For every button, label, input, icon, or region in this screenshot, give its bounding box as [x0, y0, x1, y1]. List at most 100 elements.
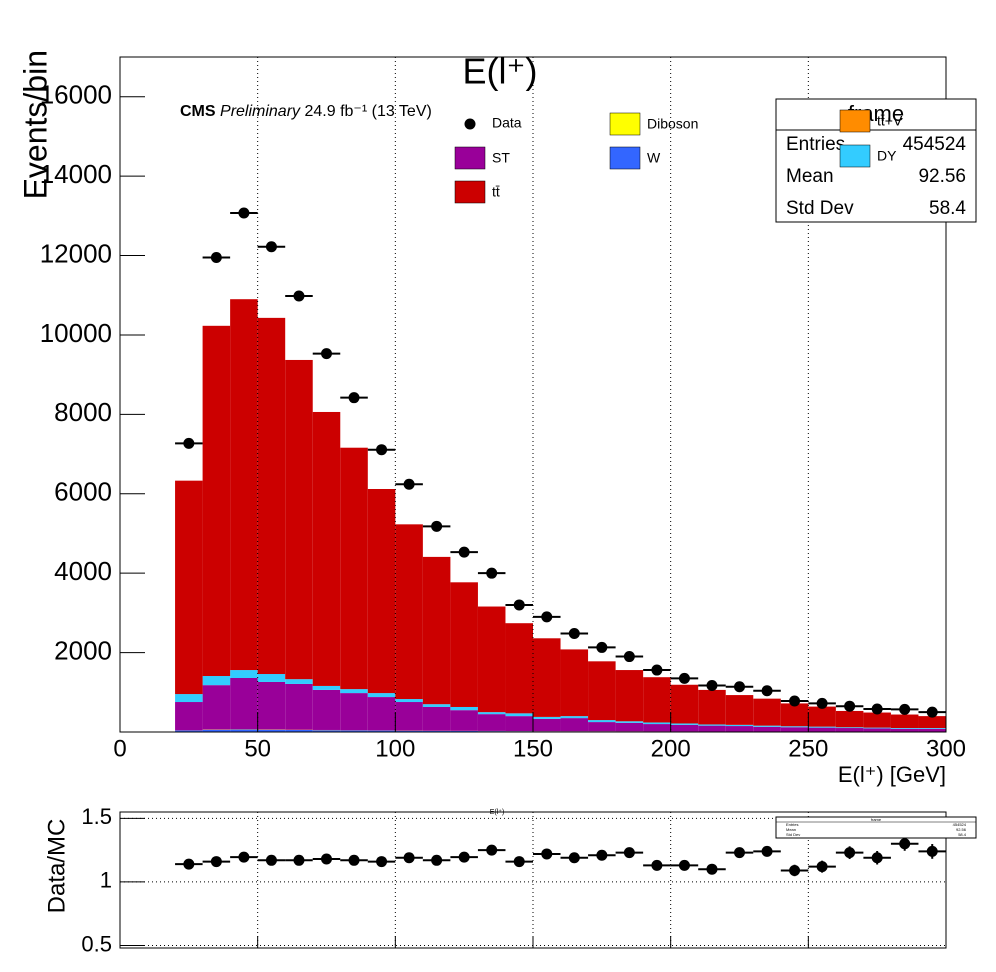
y-tick-label: 14000	[40, 159, 112, 189]
stack-bar	[175, 730, 203, 732]
stack-bar	[477, 712, 506, 715]
stats-label: Mean	[786, 166, 834, 187]
stack-bar	[505, 731, 533, 732]
stack-bar	[202, 325, 231, 677]
data-point	[568, 852, 580, 864]
stats-box: frame Entries 454524 Mean 92.56 Std Dev …	[775, 98, 977, 223]
data-point	[844, 700, 856, 712]
data-point	[293, 290, 305, 302]
stack-bar	[890, 728, 919, 729]
data-point	[899, 703, 911, 715]
ratio-stats-box: frame Entries 454524 Mean 92.56 Std Dev …	[775, 816, 977, 839]
data-point	[210, 252, 222, 264]
stats-value: 454524	[953, 822, 967, 827]
x-axis-label: E(l⁺) [GeV]	[838, 762, 946, 787]
stack-bar	[230, 299, 258, 671]
stats-label: Entries	[786, 134, 845, 155]
legend-marker	[464, 118, 476, 130]
stack-bar	[918, 716, 946, 729]
data-point	[844, 847, 856, 859]
stack-bar	[477, 714, 506, 731]
stack-bar	[340, 689, 368, 694]
y-tick-label: 0.5	[81, 931, 112, 956]
stack-bar	[285, 683, 313, 730]
stack-bar	[560, 718, 589, 732]
stack-bar	[395, 524, 423, 700]
legend-label: tt̄+V	[877, 113, 903, 129]
stats-frame	[775, 98, 977, 223]
y-tick-label: 16000	[40, 80, 112, 110]
stack-bar	[918, 728, 946, 729]
data-point	[431, 854, 443, 866]
y-tick-label: 2000	[54, 635, 112, 665]
data-point	[321, 853, 332, 865]
data-point	[706, 680, 718, 692]
stack-bar	[780, 727, 809, 732]
stack-bar	[643, 724, 671, 732]
stack-bar	[340, 693, 368, 731]
stack-bar	[422, 706, 451, 731]
stack-bar	[367, 693, 396, 698]
stack-bar	[780, 703, 809, 727]
stack-bar	[175, 694, 203, 703]
main-frame	[119, 56, 947, 733]
data-point	[734, 847, 745, 859]
x-tick-label: 250	[788, 735, 828, 762]
stack-bar	[230, 729, 258, 732]
y-tick-label: 1	[100, 868, 112, 893]
ratio-title: E(l⁺)	[490, 809, 505, 816]
stats-label: Entries	[786, 822, 798, 827]
stats-value: 58.4	[929, 198, 966, 219]
stack-bar	[670, 684, 699, 724]
stats-value: 92.56	[956, 827, 967, 832]
stack-bar	[835, 710, 864, 728]
data-point	[403, 478, 415, 490]
stats-value: 454524	[903, 134, 967, 155]
stack-bar	[202, 685, 231, 730]
data-point	[265, 241, 277, 253]
legend-label: DY	[877, 148, 897, 164]
stack-bar	[367, 730, 396, 732]
data-point	[734, 681, 745, 693]
stack-bar	[202, 729, 231, 732]
legend-label: W	[647, 150, 661, 166]
stack-bar	[588, 720, 616, 723]
stack-bar	[533, 716, 561, 719]
data-point	[789, 864, 801, 876]
lumi: 24.9 fb⁻¹ (13 TeV)	[304, 103, 431, 120]
data-point	[486, 567, 498, 579]
stack-bar	[698, 689, 726, 725]
data-point	[486, 844, 498, 856]
stack-bar	[505, 623, 533, 714]
chart-title: E(l⁺)	[463, 51, 538, 92]
stack-bar	[312, 689, 341, 730]
stack-bar	[395, 730, 423, 732]
data-point	[651, 859, 663, 871]
stack-bar	[890, 714, 919, 729]
stack-bar	[312, 730, 341, 732]
data-point	[871, 703, 883, 715]
stack-bar	[808, 726, 836, 728]
stats-title: frame	[871, 817, 882, 822]
data-point	[596, 641, 608, 653]
data-point	[816, 697, 828, 709]
stack-bar	[725, 726, 754, 732]
stack-bar	[698, 724, 726, 726]
experiment: CMS	[180, 103, 216, 120]
stack-bar	[312, 685, 341, 690]
data-point	[513, 856, 525, 868]
plot: 0 50 100 150 200 250 300 2000 4000 6000 8000 10000 1…	[40, 57, 966, 956]
stats-label: Std Dev	[786, 198, 854, 219]
stack-bar	[257, 674, 286, 682]
legend-label: Data	[492, 115, 522, 131]
y-tick-label: 10000	[40, 318, 112, 348]
stack-bar	[450, 710, 478, 731]
data-point	[678, 859, 690, 871]
stack-bar	[285, 679, 313, 684]
data-point	[348, 854, 360, 866]
y-tick-label: 12000	[40, 238, 112, 268]
stack-bar	[257, 681, 286, 730]
data-point	[651, 664, 663, 676]
stack-bar	[808, 727, 836, 732]
